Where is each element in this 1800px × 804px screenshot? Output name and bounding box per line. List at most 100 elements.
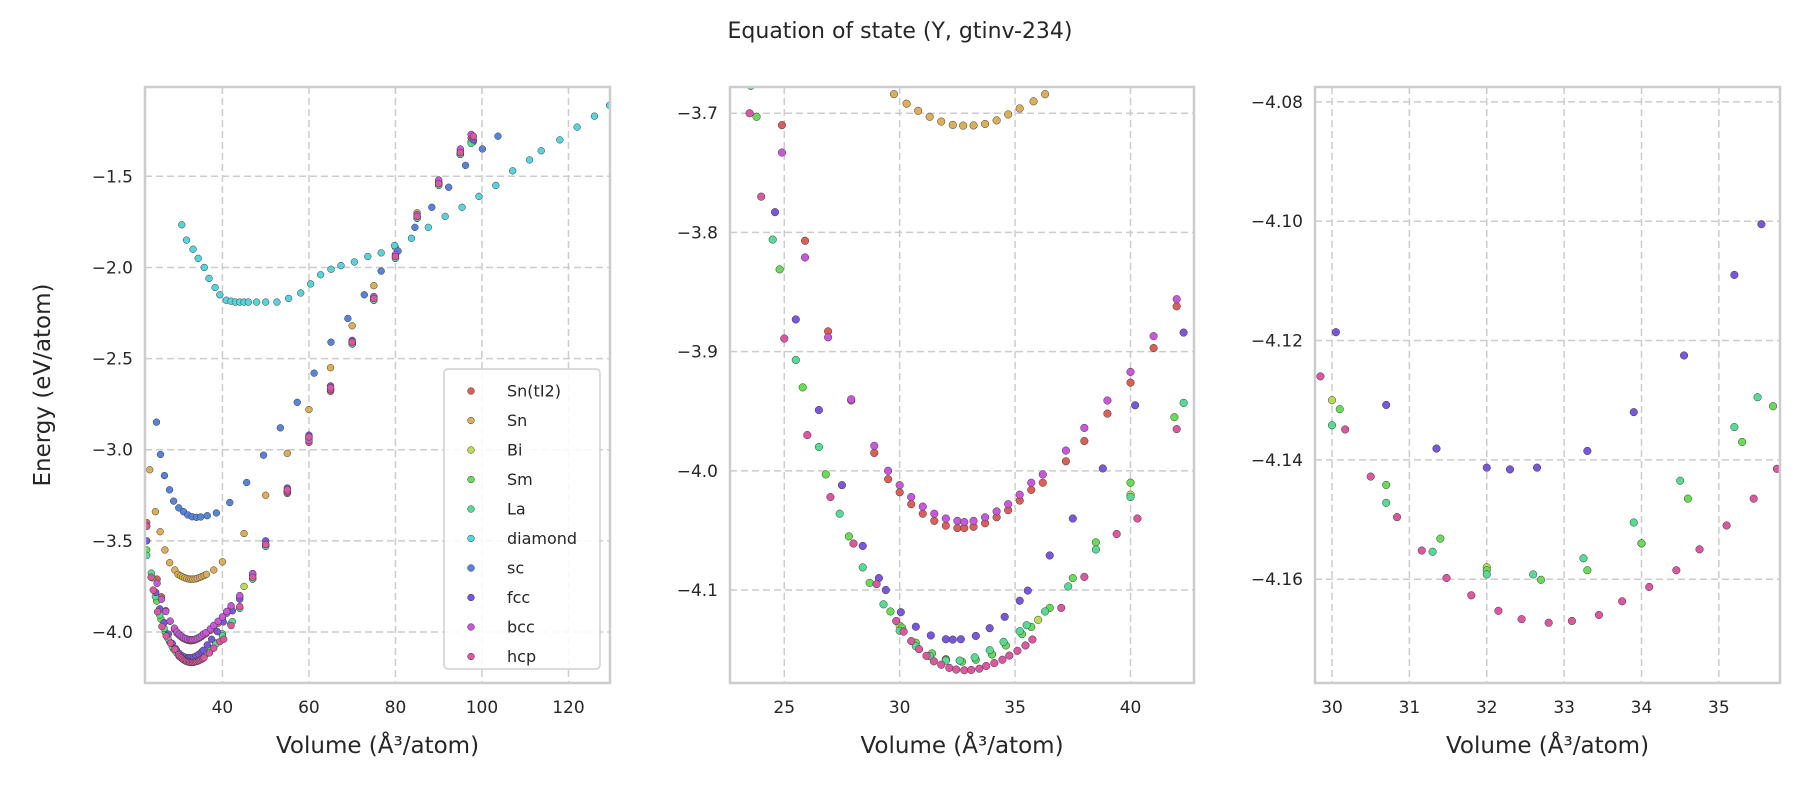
data-point — [284, 294, 293, 303]
data-point — [316, 271, 325, 279]
series-bi — [175, 138, 477, 665]
data-point — [1015, 596, 1024, 605]
data-point — [1041, 90, 1050, 99]
data-point — [937, 660, 946, 669]
data-point — [259, 451, 268, 459]
data-point — [865, 578, 874, 587]
figure-title: Equation of state (Y, gtinv-234) — [728, 19, 1073, 44]
data-point — [1045, 551, 1054, 560]
axes-frame — [1313, 85, 1782, 685]
data-point — [948, 120, 957, 129]
x-tick-label: 120 — [552, 698, 584, 718]
data-point — [307, 280, 315, 288]
data-point — [240, 582, 248, 591]
x-axis-label: Volume (Å³/atom) — [1446, 731, 1649, 759]
data-point — [218, 558, 227, 566]
data-point — [770, 208, 780, 217]
data-point — [326, 364, 335, 372]
data-point — [791, 315, 800, 324]
legend-item: La — [467, 500, 526, 519]
data-point — [992, 507, 1001, 516]
data-point — [203, 512, 211, 520]
data-point — [889, 90, 898, 99]
legend-marker — [467, 475, 475, 484]
data-point — [145, 522, 151, 530]
data-point — [1618, 597, 1627, 606]
data-point — [953, 523, 962, 533]
data-point — [203, 641, 211, 649]
data-point — [945, 663, 954, 672]
data-point — [166, 559, 174, 567]
data-point — [798, 383, 807, 392]
data-point — [469, 132, 477, 140]
data-point — [293, 398, 301, 406]
data-point — [1467, 591, 1476, 600]
series-la — [746, 87, 1188, 665]
x-tick-label: 35 — [1004, 698, 1026, 718]
data-point — [1392, 513, 1402, 522]
data-point — [1274, 289, 1282, 297]
data-point — [1335, 405, 1344, 414]
data-point — [1529, 570, 1538, 579]
y-tick-label: −4.08 — [1251, 93, 1303, 113]
data-point — [960, 666, 969, 675]
data-point — [458, 203, 466, 211]
data-point — [926, 631, 935, 640]
data-point — [370, 282, 378, 290]
data-point — [1027, 478, 1036, 487]
data-point — [1013, 646, 1022, 655]
data-point — [791, 355, 800, 365]
data-point — [327, 265, 335, 273]
data-point — [413, 212, 421, 221]
data-point — [777, 148, 786, 157]
legend-label: Sm — [507, 470, 533, 489]
data-point — [1080, 436, 1089, 446]
legend-marker — [467, 416, 475, 425]
legend-marker — [467, 652, 475, 661]
data-point — [1327, 396, 1337, 405]
data-point — [1772, 464, 1780, 473]
data-point — [777, 121, 786, 130]
data-point — [147, 573, 155, 581]
data-point — [348, 322, 356, 330]
data-point — [146, 466, 154, 474]
data-point — [775, 265, 784, 274]
data-point — [226, 498, 234, 507]
data-point — [350, 258, 359, 266]
data-point — [236, 602, 244, 611]
data-point — [390, 241, 399, 250]
data-point — [881, 585, 890, 595]
data-point — [1251, 188, 1259, 196]
data-point — [998, 655, 1007, 664]
data-point — [1327, 421, 1337, 430]
data-point — [525, 156, 534, 164]
y-axis-label: Energy (eV/atom) — [30, 283, 56, 486]
data-point — [955, 656, 964, 665]
data-point — [907, 492, 916, 502]
series-sm — [752, 112, 1179, 666]
data-point — [858, 541, 867, 550]
y-tick-label: −2.0 — [92, 258, 133, 278]
legend-label: Sn — [507, 411, 527, 430]
data-point — [872, 580, 881, 589]
legend-marker — [467, 534, 475, 543]
data-point — [969, 121, 978, 130]
panel-1: 40 60 80 100 120 −1.5 −2.0 −2.5 −3.0 −3.5 −4.0 Volu… — [30, 85, 612, 759]
data-point — [377, 249, 385, 257]
data-point — [1022, 621, 1031, 630]
data-point — [252, 298, 261, 306]
data-point — [1029, 97, 1038, 106]
series-hcp — [1251, 188, 1780, 627]
x-tick-label: 60 — [298, 698, 320, 718]
data-point — [1738, 437, 1747, 447]
data-point — [145, 537, 151, 545]
data-point — [768, 235, 777, 244]
data-point — [243, 478, 251, 487]
y-tick-label: −4.0 — [92, 623, 133, 643]
data-point — [941, 521, 950, 530]
data-point — [1637, 539, 1646, 548]
data-point — [153, 608, 162, 616]
data-points — [1251, 188, 1780, 627]
data-point — [262, 298, 270, 306]
